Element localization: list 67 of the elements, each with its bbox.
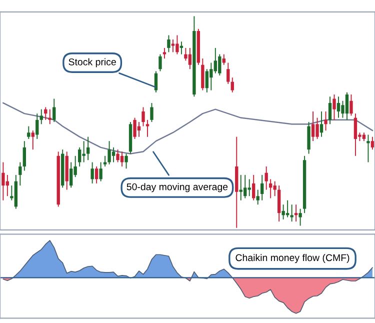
candlestick bbox=[36, 113, 39, 140]
candlestick bbox=[86, 136, 90, 161]
candlestick bbox=[354, 113, 358, 156]
candlestick bbox=[226, 62, 230, 84]
candlestick bbox=[112, 146, 116, 163]
candlestick bbox=[316, 117, 319, 140]
candlestick bbox=[158, 54, 162, 72]
candlestick bbox=[230, 77, 234, 93]
candlestick bbox=[307, 122, 310, 154]
candlestick bbox=[171, 38, 175, 53]
candlestick bbox=[366, 134, 370, 163]
candlestick bbox=[133, 117, 136, 140]
candlestick bbox=[99, 162, 102, 182]
candlestick bbox=[154, 70, 158, 93]
candlestick bbox=[252, 174, 256, 201]
candlestick bbox=[82, 140, 86, 163]
candlestick bbox=[214, 47, 217, 74]
candlestick bbox=[218, 54, 222, 76]
candlestick bbox=[162, 47, 166, 60]
candlestick bbox=[188, 47, 192, 70]
annotation: 50-day moving average bbox=[126, 183, 228, 192]
candlestick bbox=[205, 68, 209, 93]
candlestick bbox=[22, 140, 26, 172]
candlestick bbox=[52, 98, 56, 123]
candlestick bbox=[94, 166, 98, 184]
candlestick bbox=[311, 110, 315, 142]
candlestick bbox=[324, 110, 328, 131]
candlestick bbox=[70, 162, 73, 188]
candlestick bbox=[290, 204, 294, 222]
annotation: Stock price bbox=[68, 58, 116, 68]
candlestick bbox=[108, 140, 111, 165]
candlestick bbox=[2, 162, 5, 201]
candlestick bbox=[27, 126, 30, 140]
candlestick bbox=[273, 180, 276, 197]
candlestick bbox=[345, 92, 349, 120]
candlestick bbox=[248, 178, 251, 197]
candlestick bbox=[124, 153, 128, 170]
candlestick bbox=[201, 58, 204, 91]
candlestick bbox=[150, 102, 154, 123]
candlestick bbox=[210, 62, 213, 91]
candlestick bbox=[40, 108, 43, 125]
candlestick bbox=[264, 166, 268, 190]
candlestick bbox=[370, 136, 374, 150]
candlestick bbox=[116, 149, 120, 163]
candlestick bbox=[222, 54, 226, 66]
candlestick bbox=[78, 146, 82, 167]
candlestick bbox=[146, 119, 150, 138]
candlestick bbox=[277, 185, 281, 222]
candlestick bbox=[18, 162, 22, 186]
candlestick bbox=[90, 162, 94, 184]
candlestick bbox=[282, 204, 285, 220]
candlestick bbox=[298, 208, 302, 226]
candlestick bbox=[176, 34, 179, 55]
candlestick bbox=[103, 155, 107, 167]
candlestick bbox=[336, 96, 340, 118]
candlestick bbox=[184, 47, 188, 62]
candlestick bbox=[320, 110, 324, 138]
candlestick bbox=[256, 189, 260, 206]
annotation: Chaikin money flow (CMF) bbox=[236, 254, 350, 264]
candlestick bbox=[244, 174, 247, 199]
candlestick bbox=[167, 34, 170, 53]
candlestick bbox=[260, 174, 264, 201]
candlestick bbox=[328, 96, 332, 125]
candlestick bbox=[350, 94, 353, 116]
candlestick bbox=[31, 130, 34, 150]
candlestick bbox=[332, 94, 336, 120]
candlestick bbox=[142, 106, 145, 127]
